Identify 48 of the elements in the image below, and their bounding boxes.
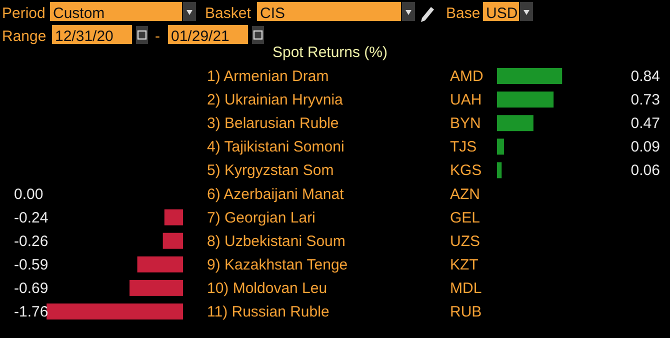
data-label: 0.73 xyxy=(630,92,660,109)
data-label: 0.47 xyxy=(630,115,660,132)
text: TJS xyxy=(450,138,477,156)
bar xyxy=(497,162,502,178)
y-tick-label: 1) Armenian Dram xyxy=(207,68,329,85)
text: Base xyxy=(446,5,480,22)
bar xyxy=(497,115,534,132)
y-tick-label: 8) Uzbekistani Soum xyxy=(207,232,346,250)
y-tick-label: 5) Kyrgyzstan Som xyxy=(207,162,334,180)
text: CIS xyxy=(260,5,286,22)
y-tick-label: 7) Georgian Lari xyxy=(207,209,316,226)
text: BYN xyxy=(450,115,481,132)
text: RUB xyxy=(450,304,482,320)
text: Basket xyxy=(205,5,252,22)
text: UAH xyxy=(450,92,482,109)
text: MDL xyxy=(450,280,482,297)
text: Period xyxy=(2,5,46,22)
text: KGS xyxy=(450,162,482,180)
y-tick-label: 11) Russian Ruble xyxy=(207,304,330,320)
data-label: 0.09 xyxy=(630,138,660,156)
text: UZS xyxy=(450,232,480,250)
data-label: 0.84 xyxy=(630,68,660,85)
text: AZN xyxy=(450,186,480,203)
y-tick-label: 10) Moldovan Leu xyxy=(207,280,328,297)
text: Spot Returns (%) xyxy=(272,44,388,61)
bar xyxy=(497,92,554,108)
text: AMD xyxy=(450,68,484,85)
bar xyxy=(497,138,504,155)
data-label: -0.24 xyxy=(14,209,48,226)
data-label: -0.59 xyxy=(14,256,48,274)
text: 12/31/20 xyxy=(55,28,114,45)
y-tick-label: 9) Kazakhstan Tenge xyxy=(207,256,348,274)
text: Custom xyxy=(53,5,105,22)
bar xyxy=(497,68,562,84)
data-label: -0.69 xyxy=(14,280,48,297)
y-tick-label: 6) Azerbaijani Manat xyxy=(207,186,345,203)
text: USD xyxy=(486,5,518,22)
text: Range xyxy=(2,28,46,45)
text: KZT xyxy=(450,256,478,274)
y-tick-label: 3) Belarusian Ruble xyxy=(207,115,339,132)
text: 01/29/21 xyxy=(171,28,230,45)
data-label: 0.06 xyxy=(630,162,660,180)
y-tick-label: 4) Tajikistani Somoni xyxy=(207,138,344,156)
text: - xyxy=(155,28,160,45)
y-tick-label: 2) Ukrainian Hryvnia xyxy=(207,92,344,109)
data-label: -0.26 xyxy=(14,232,48,250)
data-label: 0.00 xyxy=(14,186,44,203)
text: GEL xyxy=(450,209,480,226)
